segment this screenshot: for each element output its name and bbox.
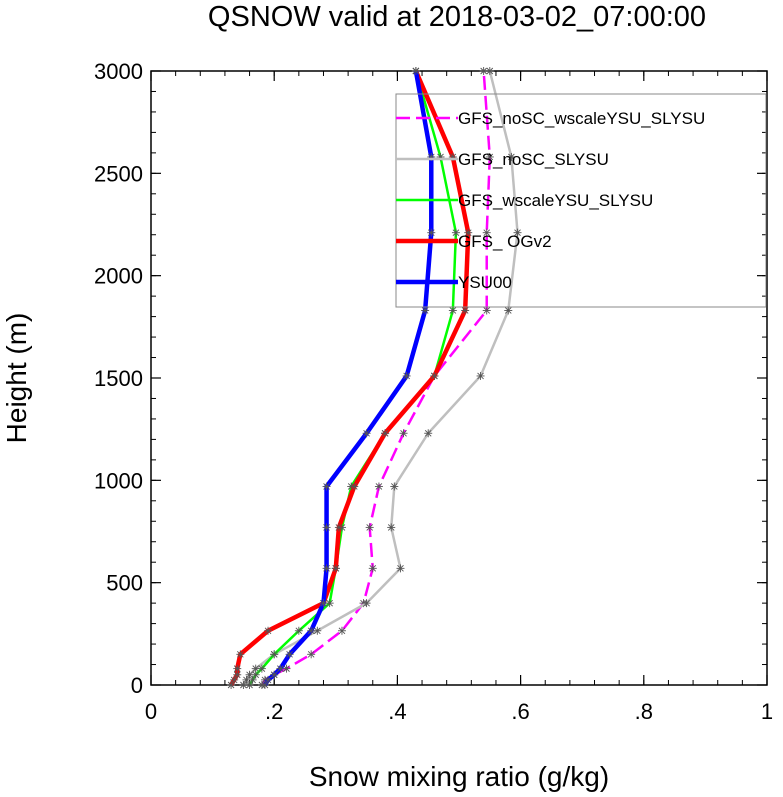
data-point-marker — [381, 429, 390, 438]
legend-label: GFS_noSC_wscaleYSU_SLYSU — [458, 109, 705, 128]
data-point-marker — [482, 228, 491, 237]
data-point-marker — [424, 429, 433, 438]
y-tick-label: 1500 — [94, 366, 143, 391]
series-lines — [227, 67, 522, 689]
y-tick-label: 2000 — [94, 264, 143, 289]
data-point-marker — [362, 599, 371, 608]
axis-ticks: 0 .2 .4 .6 .8 1 0 500 1000 1500 2000 2500 3000 — [94, 59, 773, 724]
data-point-marker — [307, 626, 316, 635]
data-point-marker — [482, 306, 491, 315]
data-point-marker — [513, 228, 522, 237]
data-point-marker — [270, 670, 279, 679]
data-point-marker — [331, 564, 340, 573]
data-point-marker — [485, 152, 494, 161]
legend-label: GFS_ OGv2 — [458, 232, 552, 251]
data-point-marker — [322, 564, 331, 573]
data-point-marker — [337, 626, 346, 635]
x-tick-label: .4 — [388, 699, 406, 724]
y-tick-label: 3000 — [94, 59, 143, 84]
data-point-marker — [451, 228, 460, 237]
data-point-marker — [264, 675, 273, 684]
data-point-marker — [319, 599, 328, 608]
data-point-marker — [507, 152, 516, 161]
legend: GFS_noSC_wscaleYSU_SLYSU GFS_noSC_SLYSU GF… — [395, 93, 767, 308]
data-point-marker — [485, 67, 494, 75]
data-point-marker — [257, 664, 266, 673]
legend-label: YSU00 — [458, 273, 512, 292]
data-point-marker — [448, 306, 457, 315]
x-tick-label: .6 — [511, 699, 529, 724]
data-point-marker — [365, 523, 374, 532]
data-point-marker — [264, 626, 273, 635]
y-axis-label: Height (m) — [1, 313, 32, 444]
legend-label: GFS_wscaleYSU_SLYSU — [458, 191, 653, 210]
data-point-marker — [387, 523, 396, 532]
data-point-marker — [294, 626, 303, 635]
x-tick-label: 1 — [761, 699, 773, 724]
data-point-marker — [461, 306, 470, 315]
data-point-marker — [411, 67, 420, 75]
data-point-marker — [245, 681, 254, 689]
chart-title: QSNOW valid at 2018-03-02_07:00:00 — [208, 1, 706, 33]
data-point-marker — [251, 670, 260, 679]
x-tick-label: 0 — [145, 699, 157, 724]
data-point-marker — [334, 523, 343, 532]
y-tick-label: 500 — [106, 571, 143, 596]
data-point-marker — [427, 228, 436, 237]
x-tick-label: .2 — [265, 699, 283, 724]
data-point-marker — [322, 523, 331, 532]
data-point-marker — [236, 650, 245, 659]
legend-label: GFS_noSC_SLYSU — [458, 150, 609, 169]
series-line-GFS_noSC_SLYSU — [242, 70, 519, 686]
data-point-marker — [350, 482, 359, 491]
data-point-marker — [430, 371, 439, 380]
data-point-marker — [396, 564, 405, 573]
y-tick-label: 2500 — [94, 161, 143, 186]
series-line-GFS_wscaleYSU_SLYSU — [248, 70, 458, 686]
data-point-marker — [276, 664, 285, 673]
data-point-marker — [368, 564, 377, 573]
data-point-marker — [476, 371, 485, 380]
data-point-marker — [374, 482, 383, 491]
data-point-marker — [322, 482, 331, 491]
data-point-marker — [362, 429, 371, 438]
data-point-marker — [504, 306, 513, 315]
y-tick-label: 1000 — [94, 468, 143, 493]
data-point-marker — [399, 429, 408, 438]
x-tick-label: .8 — [635, 699, 653, 724]
x-axis-label: Snow mixing ratio (g/kg) — [309, 761, 609, 792]
data-point-marker — [464, 228, 473, 237]
data-point-marker — [402, 371, 411, 380]
data-point-marker — [270, 650, 279, 659]
data-point-marker — [390, 482, 399, 491]
data-point-marker — [307, 650, 316, 659]
data-point-marker — [285, 650, 294, 659]
data-point-marker — [421, 306, 430, 315]
data-point-marker — [233, 664, 242, 673]
series-line-YSU00 — [263, 70, 434, 687]
y-tick-label: 0 — [131, 673, 143, 698]
